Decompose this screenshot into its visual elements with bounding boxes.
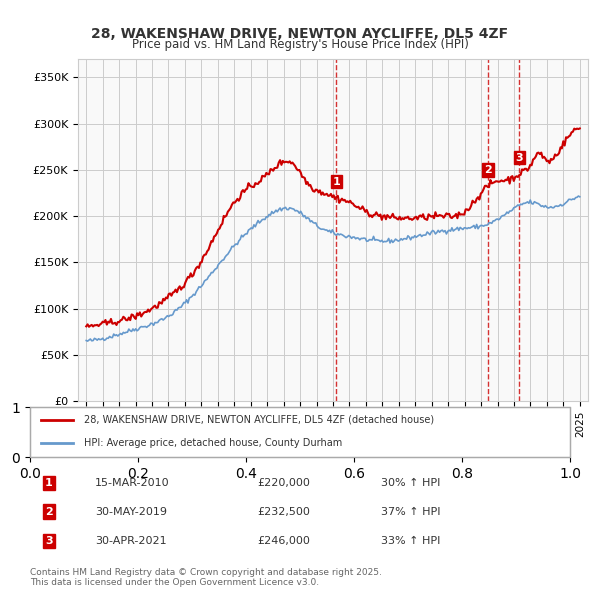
Text: £232,500: £232,500 (257, 507, 310, 517)
Text: £220,000: £220,000 (257, 478, 310, 489)
Text: 30-MAY-2019: 30-MAY-2019 (95, 507, 167, 517)
Text: 1: 1 (332, 176, 340, 186)
Text: 33% ↑ HPI: 33% ↑ HPI (381, 536, 440, 546)
Text: £246,000: £246,000 (257, 536, 310, 546)
Text: 1: 1 (45, 478, 53, 489)
Text: Contains HM Land Registry data © Crown copyright and database right 2025.
This d: Contains HM Land Registry data © Crown c… (30, 568, 382, 587)
Text: 37% ↑ HPI: 37% ↑ HPI (381, 507, 440, 517)
Text: 2: 2 (484, 165, 492, 175)
Text: Price paid vs. HM Land Registry's House Price Index (HPI): Price paid vs. HM Land Registry's House … (131, 38, 469, 51)
Text: HPI: Average price, detached house, County Durham: HPI: Average price, detached house, Coun… (84, 438, 342, 448)
Text: 30-APR-2021: 30-APR-2021 (95, 536, 166, 546)
Text: 28, WAKENSHAW DRIVE, NEWTON AYCLIFFE, DL5 4ZF (detached house): 28, WAKENSHAW DRIVE, NEWTON AYCLIFFE, DL… (84, 415, 434, 425)
Text: 2: 2 (45, 507, 53, 517)
Text: 15-MAR-2010: 15-MAR-2010 (95, 478, 169, 489)
Text: 3: 3 (515, 153, 523, 163)
Text: 28, WAKENSHAW DRIVE, NEWTON AYCLIFFE, DL5 4ZF: 28, WAKENSHAW DRIVE, NEWTON AYCLIFFE, DL… (91, 27, 509, 41)
Text: 30% ↑ HPI: 30% ↑ HPI (381, 478, 440, 489)
Text: 3: 3 (45, 536, 53, 546)
